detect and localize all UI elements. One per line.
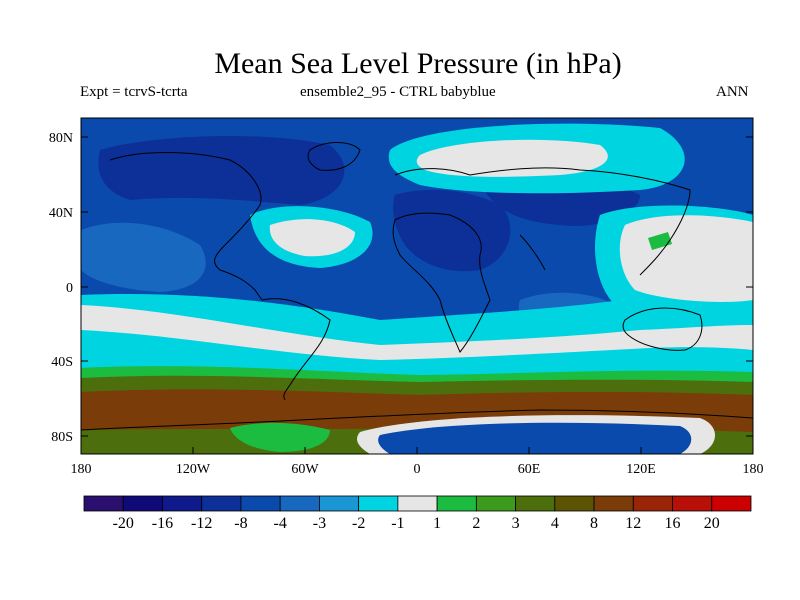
- colorbar-label: 8: [590, 515, 598, 532]
- green-zone-weddell: [230, 422, 330, 452]
- colorbar-box: [593, 495, 634, 512]
- lon-label: 120W: [176, 462, 211, 477]
- colorbar-box: [515, 495, 556, 512]
- colorbar-box: [554, 495, 595, 512]
- colorbar-box: [475, 495, 516, 512]
- colorbar-label: 20: [704, 515, 720, 532]
- season-label: ANN: [716, 84, 749, 100]
- lat-label: 40S: [51, 355, 73, 370]
- colorbar-box: [319, 495, 360, 512]
- colorbar-label: 3: [512, 515, 520, 532]
- colorbar-box: [436, 495, 477, 512]
- coastline-south-america: [261, 298, 331, 401]
- latitude-axis: 80N 40N 0 40S 80S: [49, 131, 753, 445]
- lon-label: 120E: [626, 462, 656, 477]
- coastline-antarctica: [81, 409, 753, 431]
- lon-label: 180: [71, 462, 92, 477]
- coastline-greenland: [307, 142, 361, 171]
- coastline-africa: [392, 212, 491, 353]
- colorbar-label: -3: [313, 515, 326, 532]
- colorbar-label: 12: [625, 515, 641, 532]
- colorbar-label: -12: [191, 515, 212, 532]
- coastline-eurasia: [394, 167, 691, 276]
- colorbar-box: [201, 495, 242, 512]
- light-zone-atlantic: [269, 219, 355, 257]
- map-title: Mean Sea Level Pressure (in hPa): [214, 47, 622, 80]
- deep-blue-zone-na: [98, 135, 345, 205]
- colorbar-box: [358, 495, 399, 512]
- colorbar-label: -1: [391, 515, 404, 532]
- colorbar-label: -2: [352, 515, 365, 532]
- coastlines: [81, 142, 753, 431]
- experiment-label: Expt = tcrvS-tcrta: [80, 84, 188, 100]
- lat-label: 40N: [49, 206, 73, 221]
- colorbar-box: [240, 495, 281, 512]
- coastline-north-america: [109, 152, 263, 301]
- lat-label: 80N: [49, 131, 73, 146]
- coastline-india: [519, 234, 546, 271]
- colorbar-label: -16: [152, 515, 173, 532]
- colorbar-box: [672, 495, 713, 512]
- ensemble-label: ensemble2_95 - CTRL babyblue: [300, 84, 496, 100]
- colorbar: [83, 495, 752, 512]
- pressure-field: [81, 118, 753, 454]
- colorbar-box: [83, 495, 124, 512]
- colorbar-label: 2: [472, 515, 480, 532]
- colorbar-box: [397, 495, 438, 512]
- colorbar-label: 4: [551, 515, 559, 532]
- colorbar-box: [711, 495, 752, 512]
- colorbar-labels: -20 -16 -12 -8 -4 -3 -2 -1 1 2 3 4 8 12 16 20: [113, 515, 720, 532]
- coastline-australia: [622, 307, 703, 351]
- colorbar-box: [279, 495, 320, 512]
- lat-label: 0: [66, 281, 73, 296]
- colorbar-box: [122, 495, 163, 512]
- light-zone-arctic: [416, 139, 608, 177]
- colorbar-box: [162, 495, 203, 512]
- colorbar-box: [632, 495, 673, 512]
- colorbar-label: 16: [665, 515, 681, 532]
- lon-label: 0: [414, 462, 421, 477]
- lat-label: 80S: [51, 430, 73, 445]
- longitude-axis: 180 120W 60W 0 60E 120E 180: [71, 447, 764, 477]
- colorbar-label: 1: [433, 515, 441, 532]
- lon-label: 180: [743, 462, 764, 477]
- lon-label: 60E: [518, 462, 541, 477]
- colorbar-label: -20: [113, 515, 134, 532]
- blue-zone-antarctic: [378, 422, 692, 454]
- colorbar-label: -8: [234, 515, 247, 532]
- colorbar-label: -4: [274, 515, 287, 532]
- lon-label: 60W: [291, 462, 319, 477]
- mid-blue-zone-pacific: [81, 222, 206, 292]
- light-zone-west-pacific: [619, 215, 753, 302]
